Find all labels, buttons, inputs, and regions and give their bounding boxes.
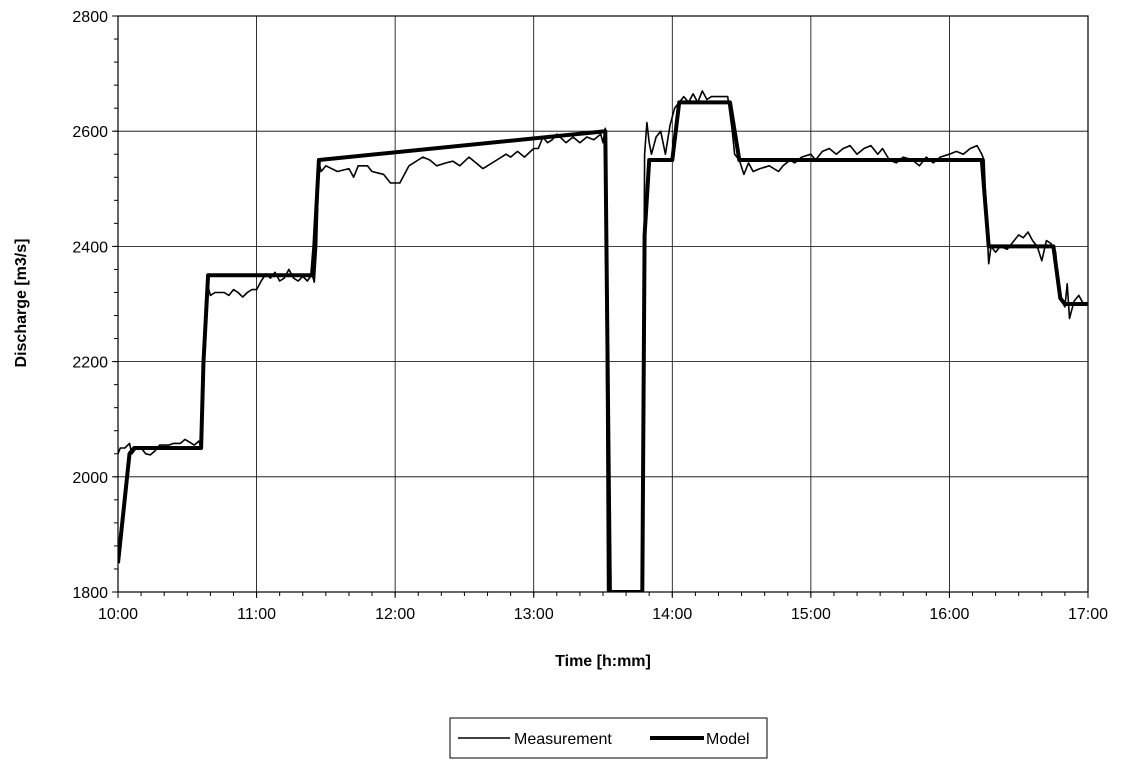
x-tick-label: 17:00 — [1068, 606, 1108, 623]
y-tick-label: 2600 — [72, 124, 108, 141]
y-tick-label: 1800 — [72, 585, 108, 602]
x-tick-label: 10:00 — [98, 606, 138, 623]
y-tick-label: 2400 — [72, 239, 108, 256]
legend-label-model: Model — [706, 731, 750, 748]
y-tick-label: 2000 — [72, 470, 108, 487]
y-axis-tick-labels: 1800 2000 2200 2400 2600 2800 — [72, 9, 108, 602]
x-tick-label: 12:00 — [375, 606, 415, 623]
x-tick-label: 11:00 — [237, 606, 276, 623]
x-axis-title: Time [h:mm] — [555, 653, 651, 670]
x-tick-label: 14:00 — [652, 606, 692, 623]
x-axis-tick-labels: 10:00 11:00 12:00 13:00 14:00 15:00 16:00 17:00 — [98, 606, 1108, 623]
y-tick-label: 2200 — [72, 355, 108, 372]
y-axis-title: Discharge [m3/s] — [13, 239, 30, 368]
plot-frame — [117, 15, 1089, 593]
x-tick-label: 13:00 — [514, 606, 554, 623]
x-tick-label: 16:00 — [929, 606, 969, 623]
series-line-measurement — [118, 90, 1088, 592]
legend-label-measurement: Measurement — [514, 731, 612, 748]
legend: Measurement Model — [449, 717, 768, 759]
plot-area — [118, 16, 1088, 592]
minor-ticks — [112, 15, 1089, 598]
series-line-model — [118, 100, 1088, 592]
grid-lines — [118, 16, 1088, 592]
y-tick-label: 2800 — [72, 9, 108, 26]
x-tick-label: 15:00 — [791, 606, 831, 623]
series-layer — [118, 90, 1088, 592]
